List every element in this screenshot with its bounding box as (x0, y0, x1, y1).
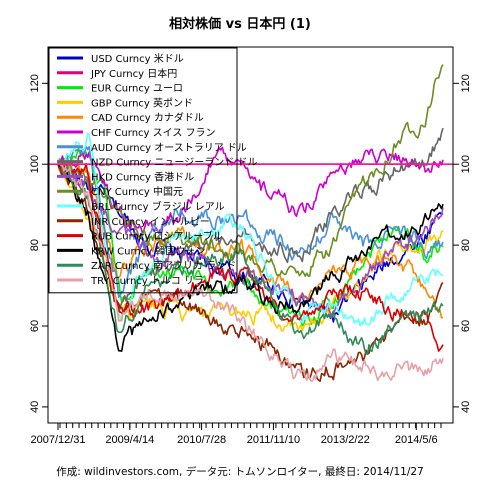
series-line (57, 163, 444, 352)
legend-label: CHF Curncy スイス フラン (91, 127, 216, 139)
legend-label: JPY Curncy 日本円 (90, 67, 177, 80)
chart-caption: 作成: wildinvestors.com, データ元: トムソンロイター, 最… (56, 465, 423, 478)
x-tick-label: 2013/2/22 (321, 434, 370, 446)
series-group (57, 64, 444, 382)
legend-label: KRW Curncy 韓国ウォン (91, 245, 205, 257)
x-tick-label: 2011/11/10 (247, 434, 300, 446)
series-line (57, 161, 444, 356)
legend-label: RUB Curncy ロシアルーブル (91, 230, 223, 243)
y-tick-label-left: 60 (29, 320, 41, 332)
legend-label: ZAR Curncy 南アフリカ ランド (91, 259, 236, 272)
plot-area: 40 40 60 60 80 80 100 100 120 120 2007/12/31 2009/4… (29, 46, 472, 446)
x-tick-label: 2010/7/28 (177, 434, 226, 446)
legend-label: CNY Curncy 中国元 (91, 185, 183, 198)
series-line (57, 163, 444, 319)
y-tick-label-right: 80 (460, 239, 472, 251)
series-line (57, 145, 444, 299)
y-tick-label-left: 80 (29, 239, 41, 251)
x-tick-label: 2014/5/6 (395, 434, 438, 446)
x-tick-label: 2009/4/14 (105, 434, 154, 446)
x-tick-label: 2007/12/31 (30, 434, 85, 446)
chart-title: 相対株価 vs 日本円 (1) (169, 16, 311, 32)
series-line (57, 64, 444, 277)
y-tick-label-left: 40 (29, 401, 41, 413)
y-tick-label-right: 40 (460, 401, 472, 413)
y-tick-label-right: 100 (460, 155, 472, 173)
legend-label: GBP Curncy 英ポンド (91, 96, 193, 109)
series-line (57, 162, 444, 382)
legend-label: AUD Curncy オーストラリア ドル (91, 142, 247, 154)
legend-label: BRL Curncy ブラジル レアル (91, 200, 225, 213)
legend-label: CAD Curncy カナダドル (91, 111, 204, 124)
y-tick-label-right: 120 (460, 74, 472, 92)
y-tick-label-left: 120 (29, 74, 41, 92)
legend-box (48, 47, 238, 294)
legend-label: EUR Curncy ユーロ (91, 84, 183, 95)
legend-label: USD Curncy 米ドル (91, 52, 184, 65)
y-tick-label-right: 60 (460, 320, 472, 332)
legend-label: NZD Curncy ニュージーランド ドル (91, 157, 257, 169)
legend-label: INR Curncy インドルピー (91, 216, 210, 228)
y-tick-label-left: 100 (29, 155, 41, 173)
legend-label: TRY Curncy トルコ リラ (90, 275, 204, 287)
legend-label: HKD Curncy 香港ドル (91, 171, 194, 183)
